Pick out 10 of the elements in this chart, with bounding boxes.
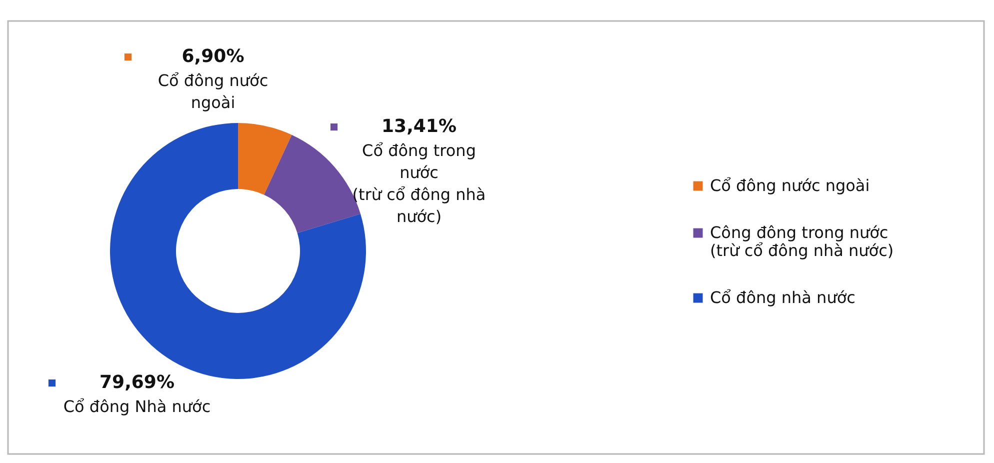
data-label: 79,69%: [100, 372, 174, 393]
data-label: 6,90%: [182, 46, 244, 67]
text: Cổ đông nước ngoài: [158, 71, 268, 112]
legend-label: Cổ đông nước ngoài: [710, 176, 870, 195]
legend-label: Cổ đông nhà nước: [710, 288, 856, 307]
text: Cổ đông trong nước (trừ cổ đông nhà nước): [352, 141, 486, 226]
text: Cổ đông Nhà nước: [63, 397, 211, 416]
legend-label: Công đông trong nước (trừ cổ đông nhà nước): [710, 223, 894, 260]
data-label: 13,41%: [382, 116, 456, 137]
donut-slice: [238, 123, 292, 195]
